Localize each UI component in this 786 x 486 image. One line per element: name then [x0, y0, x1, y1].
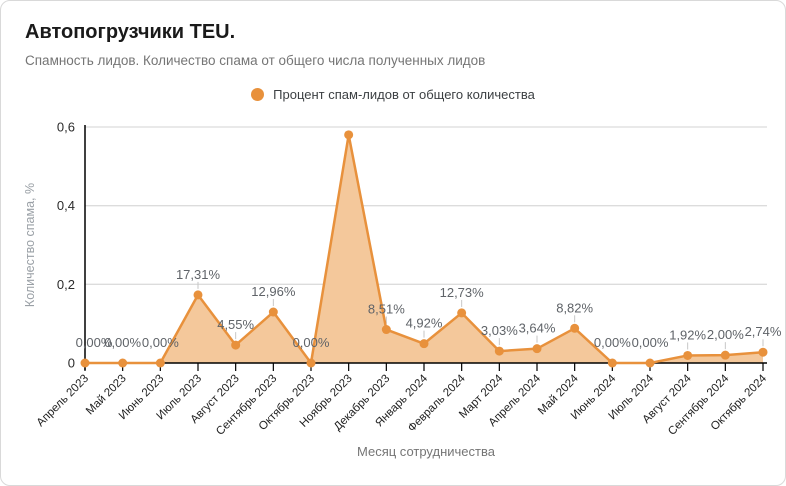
- data-label: 1,92%: [669, 327, 706, 342]
- legend-label: Процент спам-лидов от общего количества: [273, 87, 535, 102]
- data-point[interactable]: [645, 358, 655, 368]
- x-axis-title: Месяц сотрудничества: [357, 444, 496, 459]
- data-label: 2,00%: [707, 327, 744, 342]
- data-label: 2,74%: [745, 324, 782, 339]
- data-label: 0,00%: [594, 335, 631, 350]
- data-point[interactable]: [344, 130, 354, 140]
- data-point[interactable]: [532, 344, 542, 354]
- data-point[interactable]: [268, 307, 278, 317]
- data-label: 0,00%: [142, 335, 179, 350]
- data-point[interactable]: [118, 358, 128, 368]
- data-label: 4,92%: [406, 316, 443, 331]
- chart-title: Автопогрузчики TEU.: [25, 21, 236, 43]
- data-point[interactable]: [306, 358, 316, 368]
- y-tick-label: 0: [68, 356, 75, 371]
- data-label: 3,03%: [481, 323, 518, 338]
- data-label: 0,00%: [293, 335, 330, 350]
- x-tick-label: Апрель 2023: [35, 373, 91, 429]
- data-label: 12,73%: [440, 285, 485, 300]
- y-tick-label: 0,6: [57, 120, 75, 135]
- data-label: 0,00%: [632, 335, 669, 350]
- data-point[interactable]: [155, 358, 165, 368]
- data-point[interactable]: [457, 308, 467, 318]
- chart-subtitle: Спамность лидов. Количество спама от общ…: [25, 53, 486, 68]
- data-label: 12,96%: [251, 284, 296, 299]
- data-label: 17,31%: [176, 267, 221, 282]
- data-point[interactable]: [80, 358, 90, 368]
- data-point[interactable]: [494, 346, 504, 356]
- y-tick-label: 0,4: [57, 198, 75, 213]
- data-point[interactable]: [720, 350, 730, 360]
- data-point[interactable]: [419, 339, 429, 349]
- data-label: 0,00%: [104, 335, 141, 350]
- data-point[interactable]: [683, 350, 693, 360]
- data-point[interactable]: [381, 325, 391, 335]
- data-label: 3,64%: [519, 321, 556, 336]
- legend-marker-icon: [251, 88, 265, 101]
- y-axis-title: Количество спама, %: [23, 183, 37, 307]
- data-point[interactable]: [607, 358, 617, 368]
- data-label: 8,51%: [368, 302, 405, 317]
- data-point[interactable]: [570, 323, 580, 333]
- data-point[interactable]: [758, 347, 768, 357]
- data-label: 0,00%: [76, 335, 113, 350]
- y-tick-label: 0,2: [57, 277, 75, 292]
- data-label: 4,55%: [217, 317, 254, 332]
- data-label: 8,82%: [556, 300, 593, 315]
- data-point[interactable]: [231, 340, 241, 350]
- data-point[interactable]: [193, 290, 203, 300]
- legend: Процент спам-лидов от общего количества: [1, 87, 785, 102]
